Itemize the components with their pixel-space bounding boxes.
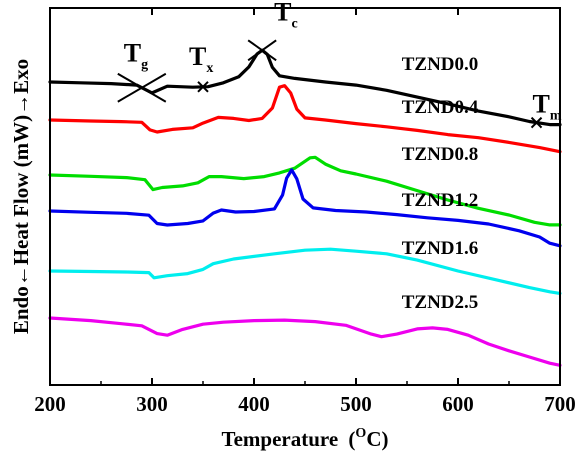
- series-label-5: TZND1.6: [402, 238, 479, 259]
- series-labels: TZND0.0 TZND0.4 TZND0.8 TZND1.2 TZND1.6 TZND2…: [402, 54, 479, 313]
- x-axis-label-unit-sup: O: [355, 426, 366, 441]
- annotation-tx-label: Tx: [189, 42, 213, 76]
- annotation-tg-line-b: [117, 72, 167, 103]
- series-curves: [48, 48, 562, 367]
- series-line-4: [48, 168, 562, 248]
- x-tick-label: 200: [34, 392, 66, 416]
- annotation-tg-label: Tg: [124, 39, 148, 73]
- annotation-tm-mark-b: [530, 116, 543, 129]
- series-label-3: TZND0.8: [402, 144, 479, 165]
- y-axis-label: Endo←Heat Flow (mW)→Exo: [9, 59, 33, 334]
- annotation-tx-mark-b: [197, 81, 209, 93]
- series-label-6: TZND2.5: [402, 292, 479, 313]
- x-axis-label-text: Temperature: [222, 427, 339, 451]
- series-line-2: [48, 84, 562, 154]
- series-label-1: TZND0.0: [402, 54, 479, 75]
- series-line-6: [48, 316, 562, 367]
- x-tick-label: 500: [340, 392, 372, 416]
- series-label-4: TZND1.2: [402, 190, 479, 211]
- series-line-5: [48, 247, 562, 295]
- annotations: Tg Tx Tc Tm: [117, 0, 562, 129]
- annotation-tc-line-b: [247, 39, 277, 62]
- series-label-2: TZND0.4: [402, 97, 479, 118]
- x-tick-label: 700: [544, 392, 576, 416]
- x-tick-label: 600: [442, 392, 474, 416]
- x-tick-label: 400: [238, 392, 270, 416]
- x-axis-label-unit: (: [348, 427, 355, 451]
- x-axis-ticks: 200 300 400 500 600 700: [34, 8, 576, 416]
- annotation-tc-label: Tc: [274, 0, 298, 31]
- annotation-tm-label: Tm: [533, 90, 562, 124]
- x-axis-label: Temperature (OC): [222, 426, 389, 451]
- x-tick-label: 300: [136, 392, 168, 416]
- series-line-3: [48, 155, 562, 227]
- x-axis-label-unit-end: C): [366, 427, 388, 451]
